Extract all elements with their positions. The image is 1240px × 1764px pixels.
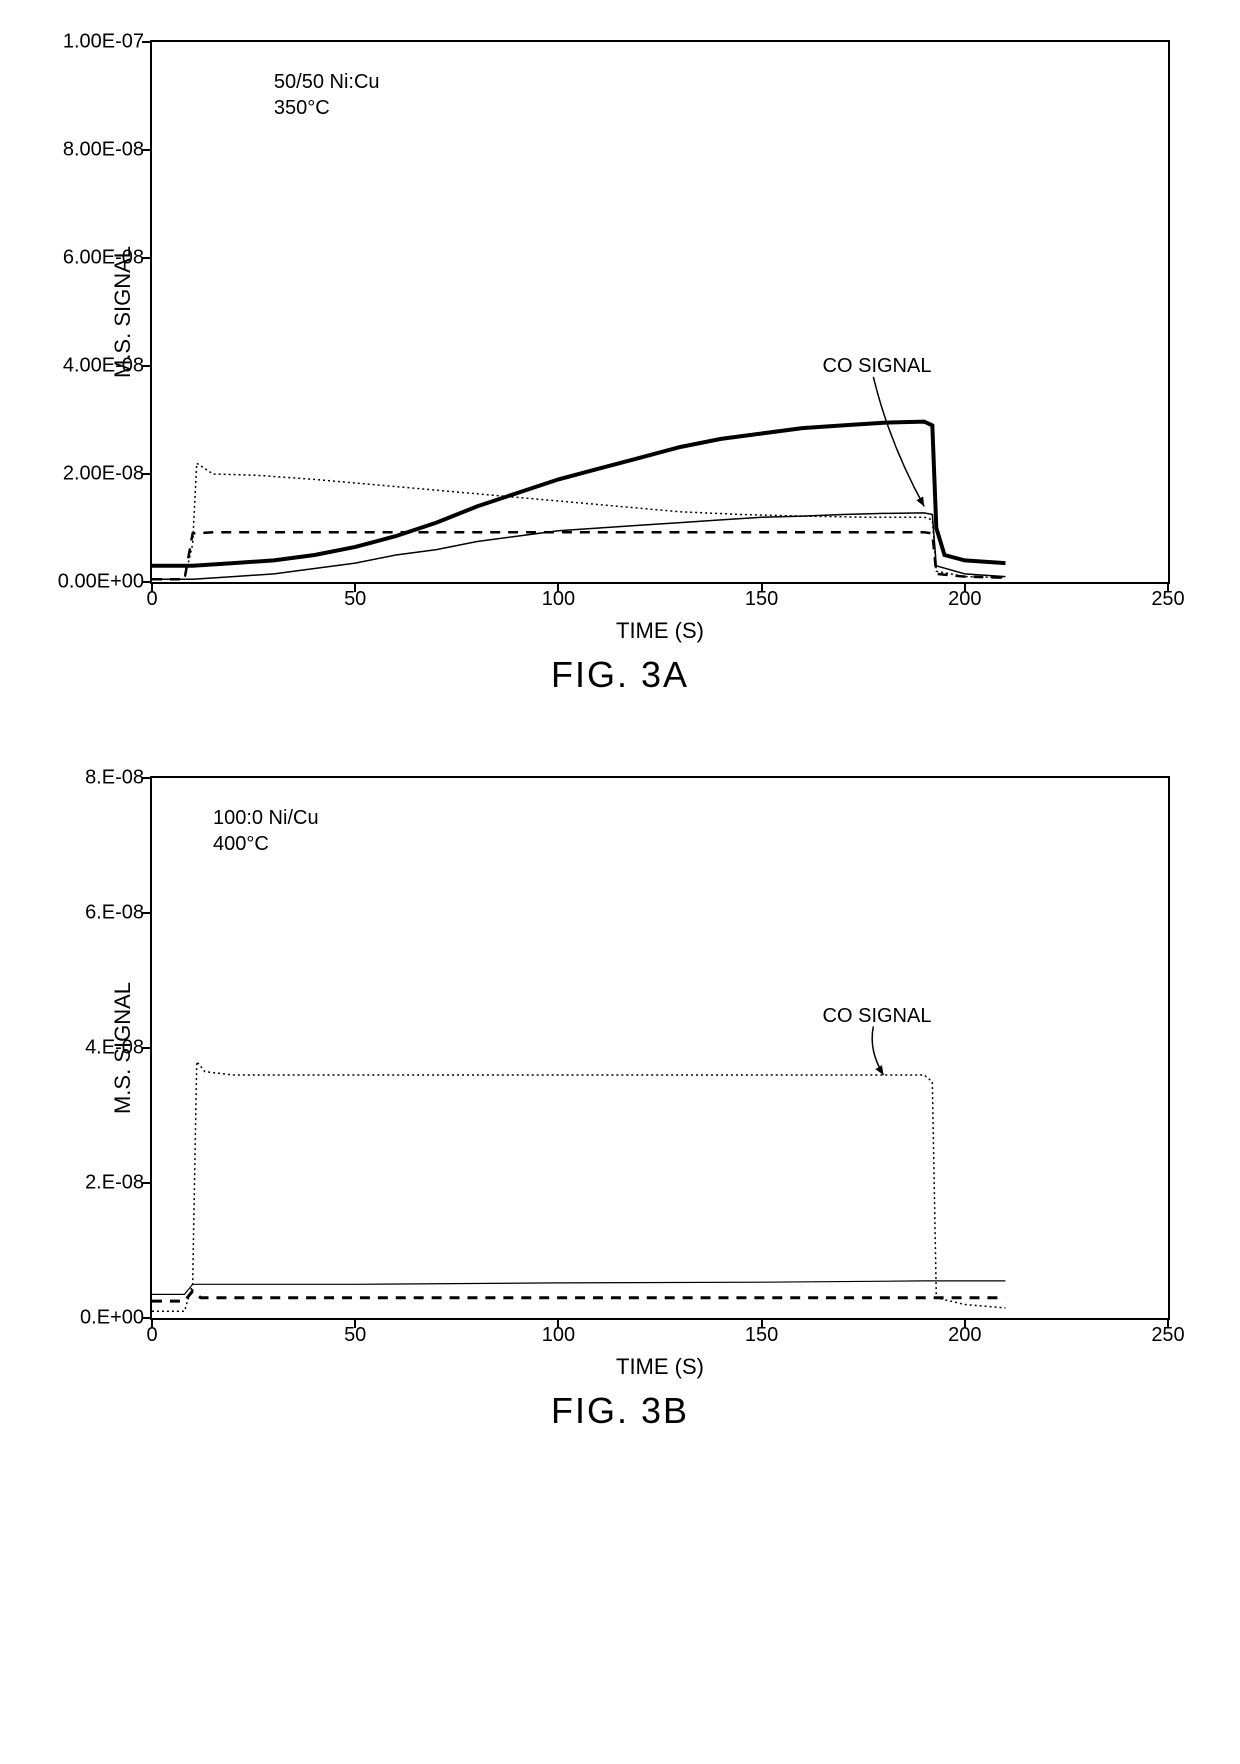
xtick-label: 250 <box>1151 1318 1184 1347</box>
chart-b-plot-area: M.S. SIGNAL TIME (S) 100:0 Ni/Cu 400°C 0… <box>150 776 1170 1320</box>
ytick-label: 2.00E-08 <box>63 463 152 486</box>
co-signal-annotation: CO SIGNAL <box>823 355 932 378</box>
xtick-label: 150 <box>745 1318 778 1347</box>
chart-a-xlabel: TIME (S) <box>616 618 704 644</box>
chart-b-box: M.S. SIGNAL TIME (S) 100:0 Ni/Cu 400°C 0… <box>150 776 1170 1320</box>
xtick-label: 200 <box>948 1318 981 1347</box>
ytick-label: 2.E-08 <box>85 1172 152 1195</box>
chart-b-svg <box>152 778 1168 1318</box>
ytick-label: 1.00E-07 <box>63 31 152 54</box>
chart-a-svg <box>152 42 1168 582</box>
xtick-label: 100 <box>542 1318 575 1347</box>
series-fine-dotted <box>152 463 1005 579</box>
series-fine-dotted <box>152 1062 1005 1312</box>
chart-a-plot-area: M.S. SIGNAL TIME (S) 50/50 Ni:Cu 350°C 0… <box>150 40 1170 584</box>
ytick-label: 4.E-08 <box>85 1037 152 1060</box>
xtick-label: 0 <box>146 1318 157 1347</box>
chart-a-container: M.S. SIGNAL TIME (S) 50/50 Ni:Cu 350°C 0… <box>30 40 1210 696</box>
ytick-label: 8.E-08 <box>85 767 152 790</box>
chart-b-title: FIG. 3B <box>30 1390 1210 1432</box>
ytick-label: 4.00E-08 <box>63 355 152 378</box>
chart-a-box: M.S. SIGNAL TIME (S) 50/50 Ni:Cu 350°C 0… <box>150 40 1170 584</box>
ytick-label: 6.00E-08 <box>63 247 152 270</box>
xtick-label: 150 <box>745 582 778 611</box>
ytick-label: 6.E-08 <box>85 902 152 925</box>
ytick-label: 8.00E-08 <box>63 139 152 162</box>
xtick-label: 100 <box>542 582 575 611</box>
xtick-label: 0 <box>146 582 157 611</box>
chart-b-container: M.S. SIGNAL TIME (S) 100:0 Ni/Cu 400°C 0… <box>30 776 1210 1432</box>
xtick-label: 200 <box>948 582 981 611</box>
annotation-arrow <box>873 377 924 507</box>
series-thin-solid <box>152 1281 1005 1295</box>
xtick-label: 250 <box>1151 582 1184 611</box>
series-thin-solid <box>152 513 1005 579</box>
xtick-label: 50 <box>344 1318 366 1347</box>
series-thick-solid <box>152 422 1005 566</box>
co-signal-annotation: CO SIGNAL <box>823 1005 932 1028</box>
series-dashed <box>152 532 1005 579</box>
ytick-label: 0.00E+00 <box>58 571 152 594</box>
chart-b-xlabel: TIME (S) <box>616 1354 704 1380</box>
xtick-label: 50 <box>344 582 366 611</box>
ytick-label: 0.E+00 <box>80 1307 152 1330</box>
chart-a-title: FIG. 3A <box>30 654 1210 696</box>
series-thick-dashed <box>152 1291 1005 1301</box>
